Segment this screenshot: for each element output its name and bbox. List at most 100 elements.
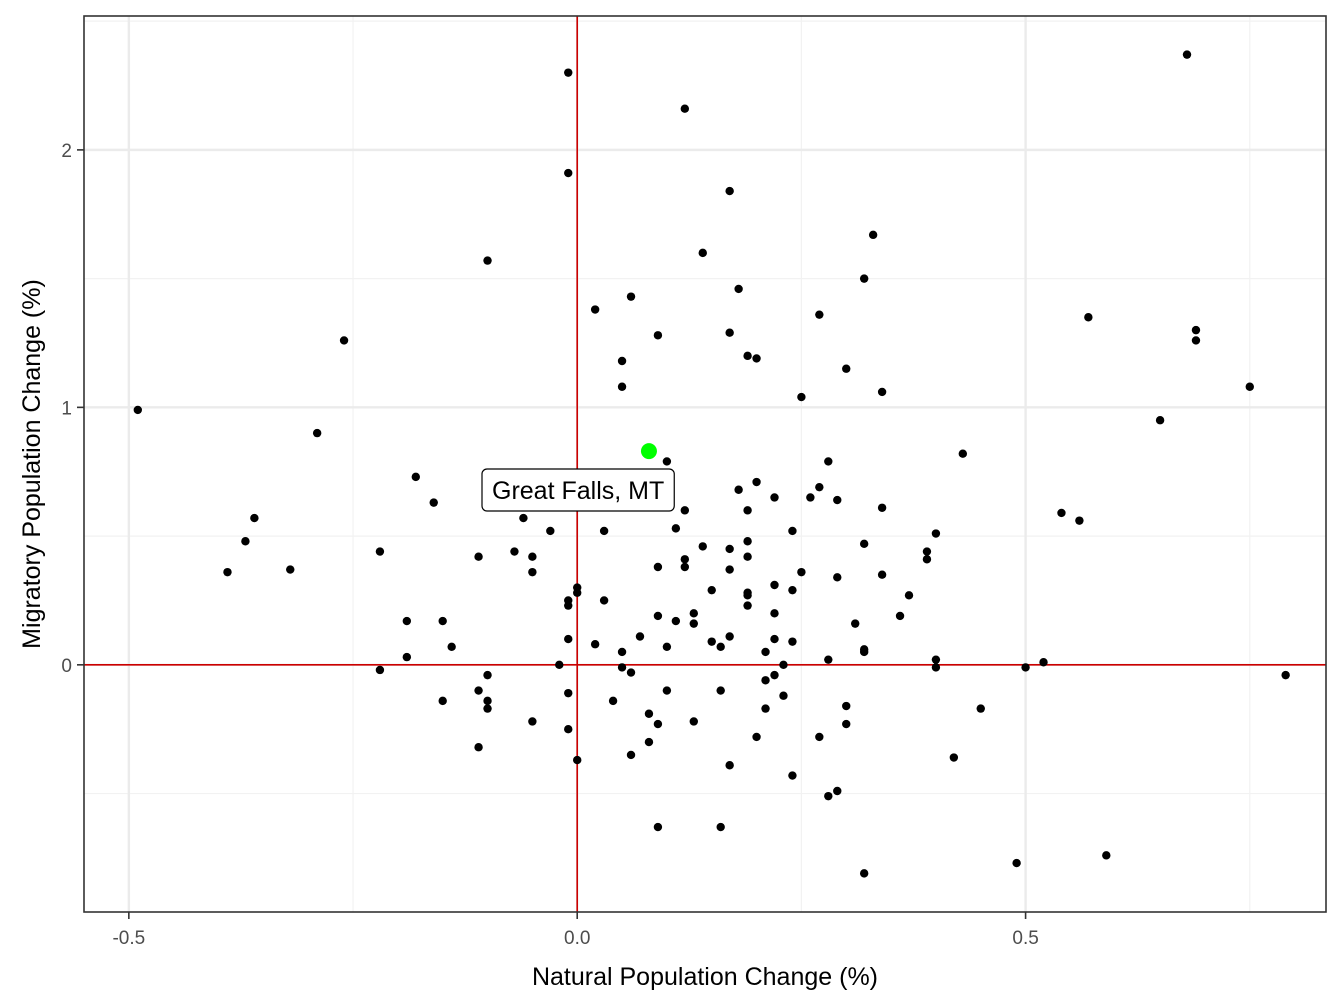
data-point — [895, 611, 905, 621]
data-point — [770, 670, 779, 680]
data-point — [761, 676, 770, 685]
data-point — [770, 634, 779, 644]
data-point — [626, 750, 636, 760]
data-point — [1191, 336, 1201, 345]
data-point — [653, 611, 663, 621]
data-point — [842, 701, 851, 711]
data-point — [815, 482, 824, 492]
data-point — [375, 665, 385, 675]
data-point — [725, 544, 734, 554]
data-point — [286, 565, 295, 574]
data-point — [617, 382, 627, 391]
data-point — [564, 634, 573, 644]
data-point — [734, 485, 743, 494]
data-point — [250, 513, 259, 523]
data-point — [725, 328, 734, 337]
data-point — [617, 647, 627, 657]
data-point — [779, 660, 788, 670]
data-point — [743, 506, 752, 515]
data-point — [447, 642, 456, 652]
data-point — [842, 719, 851, 729]
data-point — [931, 663, 941, 672]
y-axis-ticks: 0 1 2 — [61, 141, 84, 677]
data-point — [680, 104, 690, 113]
x-axis-title: Natural Population Change (%) — [532, 963, 878, 991]
data-point — [241, 537, 250, 546]
data-point — [644, 709, 654, 718]
data-point — [725, 761, 734, 770]
data-point — [824, 457, 833, 466]
data-point — [824, 655, 833, 664]
data-point — [402, 652, 412, 662]
data-point — [564, 601, 573, 610]
data-point — [680, 555, 690, 564]
data-point — [474, 552, 483, 561]
data-point — [877, 503, 887, 512]
data-point — [1021, 663, 1030, 672]
data-point — [976, 704, 985, 713]
data-point — [707, 637, 716, 646]
data-point — [949, 753, 959, 762]
data-point — [859, 539, 869, 549]
data-point — [1039, 658, 1048, 667]
data-point — [339, 336, 349, 345]
data-point — [653, 719, 663, 729]
data-point — [725, 186, 734, 196]
data-point — [770, 609, 779, 618]
data-point — [528, 567, 537, 577]
data-point — [483, 704, 492, 713]
data-point — [734, 284, 743, 294]
data-point — [833, 573, 842, 582]
data-point — [1075, 516, 1084, 525]
data-point — [626, 292, 636, 301]
data-point — [680, 562, 690, 572]
data-point — [133, 405, 143, 415]
data-point — [590, 305, 600, 314]
minor-gridlines — [84, 16, 1326, 912]
data-point — [698, 542, 707, 551]
data-point — [743, 552, 752, 561]
data-point — [797, 567, 806, 577]
data-point — [573, 588, 582, 597]
data-point — [725, 565, 734, 574]
data-point — [770, 493, 779, 502]
data-point — [797, 392, 806, 402]
data-point — [824, 791, 833, 801]
data-point — [590, 640, 600, 649]
data-point — [474, 743, 483, 752]
data-point — [788, 526, 797, 536]
data-point — [474, 686, 483, 695]
data-point — [528, 552, 537, 561]
data-point — [644, 737, 654, 747]
data-point — [833, 495, 842, 505]
data-point — [617, 663, 627, 672]
data-point — [662, 686, 672, 695]
data-point — [223, 567, 232, 577]
data-point — [1281, 670, 1290, 680]
data-point — [716, 686, 725, 695]
data-point — [904, 591, 914, 600]
data-point — [743, 601, 752, 610]
data-point — [779, 691, 788, 700]
data-point — [555, 660, 564, 670]
data-point — [483, 670, 492, 680]
data-point — [411, 472, 420, 482]
data-point — [788, 637, 797, 646]
data-point — [689, 609, 698, 618]
data-point — [833, 786, 842, 796]
data-point — [671, 524, 681, 533]
data-point — [859, 274, 869, 283]
data-point — [770, 580, 779, 590]
x-axis-ticks: -0.5 0.0 0.5 — [112, 912, 1039, 949]
data-point — [788, 585, 797, 595]
data-point — [1191, 325, 1201, 335]
data-point — [564, 724, 573, 734]
data-point — [868, 230, 878, 240]
data-point — [617, 356, 627, 366]
data-point — [707, 585, 716, 595]
data-point — [698, 248, 707, 258]
data-point — [662, 457, 672, 466]
data-point — [438, 696, 447, 706]
data-point — [671, 616, 681, 626]
